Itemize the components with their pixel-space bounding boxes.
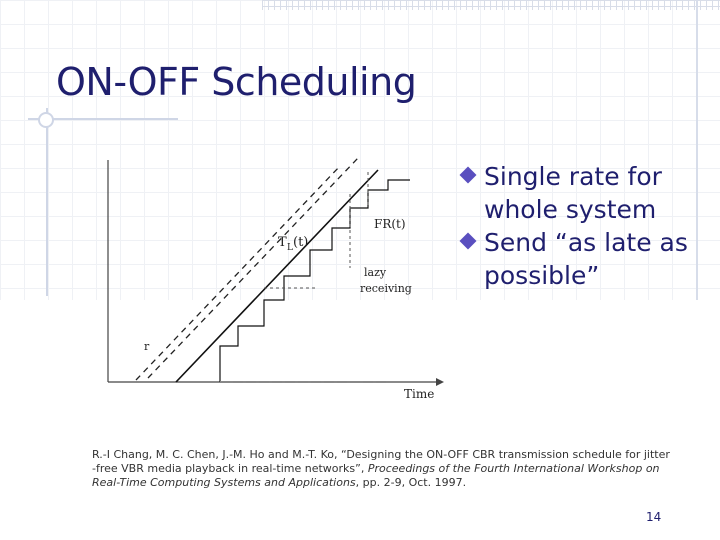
- reference-details: , pp. 2-9, Oct. 1997.: [355, 476, 467, 489]
- bullet-item: Send “as late as possible”: [459, 226, 712, 292]
- tl-label: T: [278, 235, 287, 250]
- fr-label: FR(t): [374, 217, 406, 231]
- slide-title: ON-OFF Scheduling: [56, 60, 417, 104]
- tl-sub-label: L: [287, 243, 293, 253]
- time-label: Time: [404, 387, 434, 401]
- tl-paren-label: (t): [293, 235, 308, 250]
- r-label: r: [144, 340, 150, 353]
- receiving-label: receiving: [360, 282, 412, 295]
- bullet-list: Single rate for whole system Send “as la…: [459, 160, 712, 292]
- x-axis-arrow-icon: [436, 378, 444, 386]
- bullet-text: Send “as late as possible”: [484, 228, 688, 290]
- decor-ring-icon: [38, 112, 54, 128]
- diagram-svg: FR(t) T L (t) lazy receiving r Time: [107, 157, 444, 401]
- outer-dashed-bound: [147, 157, 359, 379]
- diamond-bullet-icon: [459, 166, 477, 184]
- bullet-text: Single rate for whole system: [484, 162, 662, 224]
- upper-dashed-bound: [135, 165, 341, 381]
- reference-authors: R.-I Chang, M. C. Chen, J.-M. Ho and M.-…: [92, 448, 670, 475]
- reference-venue: Proceedings of the Fourth International …: [92, 462, 660, 489]
- lazy-label: lazy: [364, 266, 387, 279]
- bullet-item: Single rate for whole system: [459, 160, 712, 226]
- scheduling-diagram: FR(t) T L (t) lazy receiving r Time: [88, 150, 448, 402]
- top-grid-band: [262, 0, 720, 10]
- right-decor-line: [696, 0, 698, 300]
- diamond-bullet-icon: [459, 232, 477, 250]
- decor-horizontal-line: [28, 118, 178, 120]
- rate-line: [175, 169, 379, 383]
- background-grid: [0, 0, 720, 300]
- staircase-curve: [219, 179, 410, 382]
- decor-vertical-line: [46, 108, 48, 296]
- reference-citation: R.-I Chang, M. C. Chen, J.-M. Ho and M.-…: [92, 448, 672, 490]
- page-number: 14: [646, 510, 662, 524]
